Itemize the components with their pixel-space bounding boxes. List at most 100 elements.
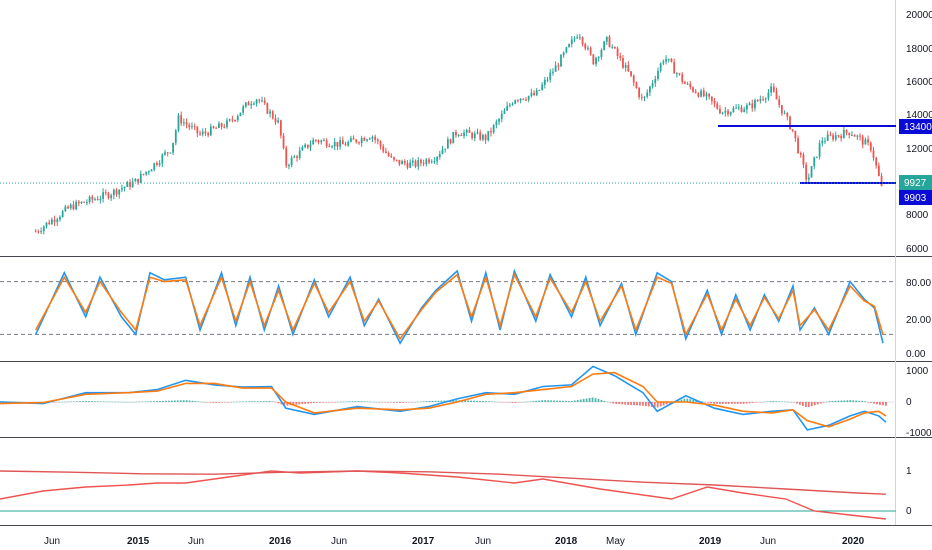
macd-histogram-bar: [547, 400, 550, 402]
macd-histogram-bar: [861, 400, 864, 402]
macd-histogram-bar: [784, 401, 787, 403]
price-tick-label: 6000: [906, 244, 929, 255]
macd-histogram-bar: [692, 399, 695, 402]
candle-body: [347, 141, 350, 146]
time-axis[interactable]: Jun 2015 Jun 2016 Jun 2017 Jun 2018 May …: [44, 536, 865, 547]
macd-histogram-bar: [556, 400, 558, 402]
stochastic-pane[interactable]: [0, 268, 896, 345]
candle-body: [207, 133, 210, 136]
macd-histogram-bar: [114, 401, 117, 403]
candle-body: [484, 135, 487, 141]
candle-body: [554, 65, 557, 72]
candle-body: [533, 92, 535, 96]
candle-body: [737, 107, 740, 109]
candle-body: [549, 72, 552, 80]
macd-histogram-bar: [327, 402, 330, 403]
macd-histogram-bar: [858, 400, 861, 402]
candle-body: [40, 231, 43, 233]
candle-body: [344, 144, 347, 146]
candle-body: [471, 132, 474, 139]
macd-series-line: [0, 365, 887, 431]
candle-body: [42, 226, 45, 232]
macd-pane[interactable]: [0, 365, 896, 431]
candle-body: [403, 161, 406, 164]
macd-histogram-bar: [739, 402, 742, 404]
candle-body: [756, 100, 759, 102]
macd-histogram-bar: [360, 401, 363, 402]
macd-histogram-bar: [221, 402, 224, 403]
indicator-series-line: [0, 470, 886, 495]
macd-histogram-bar: [594, 398, 597, 402]
macd-histogram-bar: [313, 402, 315, 403]
time-tick-label: 2018: [555, 536, 578, 547]
macd-histogram-bar: [570, 401, 573, 402]
macd-histogram-bar: [188, 400, 191, 402]
macd-histogram-bar: [156, 401, 158, 402]
candle-body: [411, 160, 414, 163]
candle-body: [807, 177, 810, 180]
macd-histogram-bar: [727, 402, 730, 404]
macd-histogram-bar: [716, 402, 718, 404]
macd-histogram-bar: [467, 400, 470, 402]
candle-body: [659, 63, 662, 71]
macd-histogram-bar: [268, 401, 271, 402]
macd-histogram-bar: [455, 400, 458, 402]
candle-body: [314, 139, 317, 141]
candle-body: [255, 99, 258, 104]
candle-body: [508, 104, 511, 106]
candle-body: [182, 122, 185, 124]
candle-body: [853, 135, 856, 137]
macd-histogram-bar: [680, 399, 683, 402]
macd-histogram-bar: [796, 402, 798, 404]
candle-body: [616, 48, 619, 56]
candle-body: [867, 139, 870, 143]
macd-histogram-bar: [375, 401, 378, 403]
macd-histogram-bar: [636, 402, 638, 406]
macd-histogram-bar: [55, 402, 58, 403]
candle-body: [339, 140, 342, 147]
candle-body: [293, 156, 296, 158]
candle-body: [651, 83, 654, 87]
candle-body: [495, 121, 498, 125]
macd-histogram-bar: [852, 400, 855, 402]
candle-body: [266, 103, 269, 114]
candle-body: [180, 115, 183, 124]
candle-body: [104, 192, 107, 194]
price-pane[interactable]: [34, 33, 883, 235]
candle-body: [88, 196, 91, 203]
macd-histogram-bar: [108, 401, 111, 403]
macd-histogram-bar: [757, 402, 760, 403]
candle-body: [818, 143, 821, 157]
stoch-tick-label: 20.00: [906, 315, 931, 326]
macd-histogram-bar: [511, 402, 514, 403]
indicator-axis[interactable]: 1 0: [906, 466, 912, 517]
candle-body: [94, 199, 96, 201]
candle-body: [236, 116, 239, 121]
macd-histogram-bar: [212, 402, 215, 403]
candle-body: [301, 147, 304, 151]
indicator-tick-label: 1: [906, 466, 912, 477]
candle-body: [816, 156, 818, 158]
candle-body: [244, 102, 247, 107]
macd-histogram-bar: [487, 401, 490, 402]
macd-histogram-bar: [775, 401, 778, 402]
macd-histogram-bar: [876, 402, 878, 405]
macd-histogram-bar: [99, 401, 102, 402]
candle-body: [770, 86, 773, 93]
macd-histogram-bar: [520, 402, 523, 403]
candle-body: [463, 132, 465, 136]
candle-body: [444, 148, 447, 150]
indicator-pane[interactable]: [0, 470, 896, 520]
macd-histogram-bar: [600, 399, 603, 402]
price-axis[interactable]: 20000 18000 16000 14000 12000 8000 6000: [906, 10, 932, 255]
candle-body: [110, 195, 113, 199]
macd-histogram-bar: [105, 401, 108, 403]
stochastic-axis[interactable]: 80.00 20.00 0.00: [906, 278, 931, 360]
candle-body: [374, 136, 377, 140]
macd-axis[interactable]: 1000 0 -1000: [906, 366, 932, 439]
macd-histogram-bar: [801, 402, 804, 406]
macd-tick-label: 1000: [906, 366, 929, 377]
macd-histogram-bar: [283, 402, 286, 406]
macd-histogram-bar: [748, 402, 751, 404]
